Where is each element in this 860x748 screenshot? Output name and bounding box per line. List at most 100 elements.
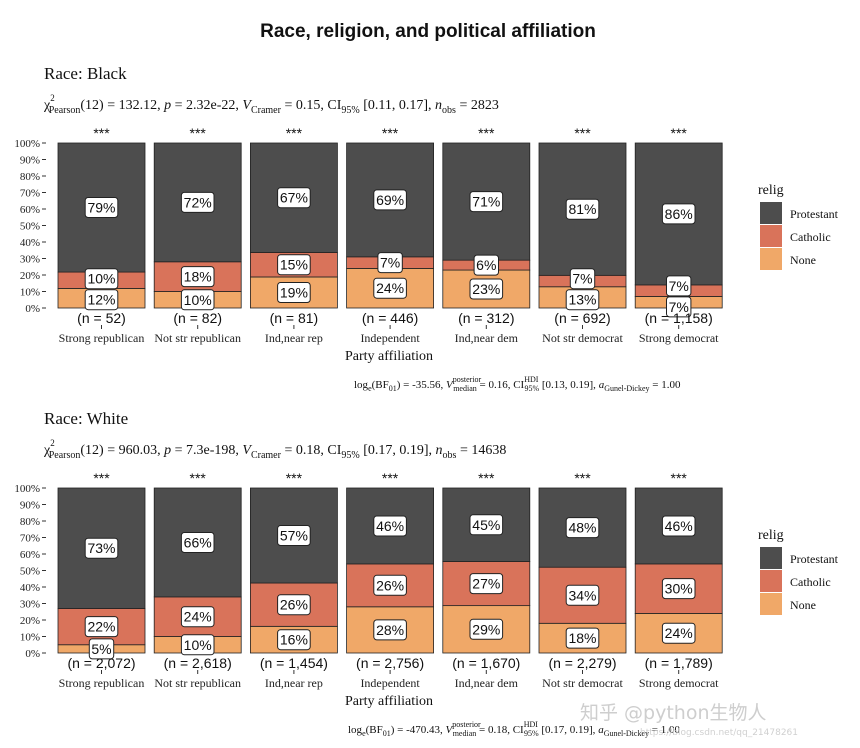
legend-key-none: [760, 248, 782, 270]
data-label-protestant-box: [469, 514, 504, 536]
data-label-protestant-box: [180, 532, 215, 553]
data-label-protestant-box: [661, 203, 696, 225]
y-tick-label: 90%: [20, 500, 40, 512]
data-label-none-box: [661, 622, 696, 644]
y-tick-label: 30%: [20, 254, 40, 266]
data-label-protestant-text: 81%: [568, 201, 596, 217]
sample-size-label: (n = 1,454): [260, 655, 328, 671]
significance-label: ***: [382, 125, 399, 141]
data-label-none-box: [469, 278, 504, 300]
y-tick-label: 0%: [25, 648, 40, 660]
data-label-protestant: 48%: [565, 517, 600, 539]
data-label-none-text: 28%: [376, 622, 404, 638]
data-label-catholic: 15%: [277, 254, 311, 276]
sample-size-label: (n = 446): [362, 310, 418, 326]
legend: relig Protestant Catholic None: [758, 528, 839, 615]
x-tick-label: Strong republican: [59, 331, 145, 345]
y-tick-label: 20%: [20, 615, 40, 627]
legend-key-protestant: [760, 547, 782, 569]
data-label-protestant-box: [373, 189, 407, 211]
data-label-catholic-box: [469, 573, 504, 595]
data-label-catholic-text: 22%: [87, 619, 115, 635]
sample-size-label: (n = 1,789): [645, 655, 713, 671]
x-tick-label: Not str democrat: [542, 331, 623, 345]
data-label-none-box: [180, 289, 215, 311]
data-label-catholic-box: [565, 584, 600, 606]
significance-label: ***: [93, 470, 110, 486]
data-label-none-box: [180, 634, 215, 656]
watermark: 知乎 @python生物人: [580, 702, 767, 724]
data-label-catholic-box: [277, 254, 311, 276]
y-tick-label: 40%: [20, 237, 40, 249]
panel-black: Race: Black χ2 Pearson(12) = 132.12, p = …: [14, 64, 838, 393]
data-label-none: 10%: [180, 634, 215, 656]
data-label-catholic: 7%: [377, 252, 403, 274]
data-label-none: 28%: [373, 619, 407, 641]
data-label-none-text: 19%: [280, 284, 308, 300]
data-label-none-box: [565, 289, 600, 311]
legend-title: relig: [758, 528, 784, 543]
data-label-catholic-text: 15%: [280, 257, 308, 273]
data-label-none-box: [373, 277, 407, 299]
x-tick-label: Strong democrat: [639, 331, 719, 345]
x-axis-title: Party affiliation: [345, 349, 433, 364]
data-label-catholic-box: [84, 616, 119, 638]
x-tick-label: Ind,near rep: [265, 331, 323, 345]
data-label-protestant-box: [180, 191, 215, 213]
y-tick-label: 70%: [20, 533, 40, 545]
data-label-none-text: 24%: [665, 625, 693, 641]
data-label-protestant-box: [84, 197, 119, 218]
data-label-catholic-text: 6%: [476, 257, 496, 273]
data-label-catholic-text: 24%: [184, 609, 212, 625]
legend-title: relig: [758, 183, 784, 198]
data-label-none: 24%: [661, 622, 696, 644]
panel-title: Race: Black: [44, 64, 127, 83]
data-label-catholic-box: [373, 574, 407, 596]
legend-label-none: None: [790, 253, 816, 267]
figure-title: Race, religion, and political affiliatio…: [260, 21, 596, 42]
data-label-none-text: 24%: [376, 280, 404, 296]
significance-label: ***: [478, 125, 495, 141]
data-label-none: 24%: [373, 277, 407, 299]
data-label-catholic: 10%: [84, 268, 119, 290]
legend-label-protestant: Protestant: [790, 552, 839, 566]
data-label-protestant: 46%: [661, 515, 696, 537]
data-label-catholic: 34%: [565, 584, 600, 606]
data-label-protestant: 67%: [277, 187, 311, 209]
data-label-protestant: 57%: [277, 525, 311, 546]
data-label-catholic: 6%: [473, 254, 500, 276]
data-label-none: 16%: [277, 629, 311, 651]
data-label-none: 23%: [469, 278, 504, 300]
sample-size-label: (n = 2,279): [548, 655, 616, 671]
plot-area: 0% 10% 20% 30% 40% 50% 60% 70% 80% 90% 100% 73% 22% 5…: [14, 470, 723, 690]
data-label-catholic-text: 30%: [665, 581, 693, 597]
data-label-protestant-text: 66%: [184, 534, 212, 550]
legend-label-none: None: [790, 598, 816, 612]
x-axis-title: Party affiliation: [345, 694, 433, 709]
data-label-none-box: [469, 618, 504, 640]
sample-size-label: (n = 2,756): [356, 655, 424, 671]
data-label-catholic-box: [84, 268, 119, 290]
data-label-catholic: 26%: [373, 574, 407, 596]
y-tick-label: 100%: [14, 138, 40, 150]
legend-label-catholic: Catholic: [790, 230, 831, 244]
data-label-none: 5%: [88, 638, 115, 660]
data-label-protestant-text: 46%: [665, 518, 693, 534]
data-label-none-text: 29%: [472, 621, 500, 637]
x-tick-label: Ind,near rep: [265, 676, 323, 690]
data-label-protestant: 79%: [84, 197, 119, 218]
significance-label: ***: [190, 470, 207, 486]
data-label-none: 29%: [469, 618, 504, 640]
data-label-protestant-text: 79%: [87, 200, 115, 216]
panel-title: Race: White: [44, 409, 128, 428]
data-label-none-text: 10%: [184, 292, 212, 308]
data-label-none-text: 12%: [87, 292, 115, 308]
data-label-protestant-box: [565, 198, 600, 220]
x-tick-label: Strong democrat: [639, 676, 719, 690]
data-label-catholic: 26%: [277, 594, 311, 616]
data-label-protestant-text: 46%: [376, 518, 404, 534]
y-tick-label: 30%: [20, 599, 40, 611]
data-label-catholic-text: 18%: [184, 269, 212, 285]
data-label-protestant-text: 45%: [472, 517, 500, 533]
x-tick-label: Ind,near dem: [455, 676, 519, 690]
